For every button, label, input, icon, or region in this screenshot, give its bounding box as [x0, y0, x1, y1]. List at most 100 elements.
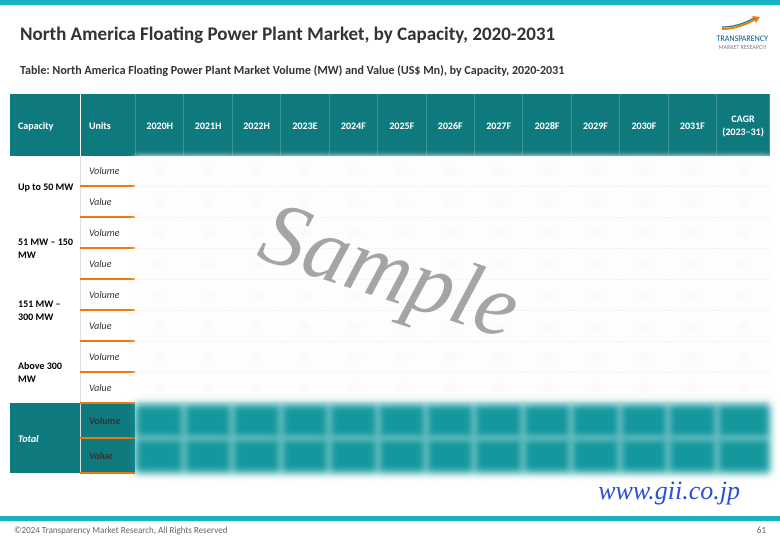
total-data-cell	[474, 438, 522, 473]
data-cell: —	[135, 341, 183, 372]
col-2029f: 2029F	[571, 94, 619, 156]
total-data-cell	[135, 438, 183, 473]
capacity-cell: Up to 50 MW	[10, 156, 80, 217]
total-data-cell	[523, 403, 571, 438]
table-row: Value—————————————	[10, 372, 770, 403]
data-cell: —	[571, 341, 619, 372]
data-cell: —	[135, 279, 183, 310]
data-cell: —	[717, 186, 770, 217]
data-cell: —	[620, 310, 668, 341]
total-data-cell	[135, 403, 183, 438]
unit-cell: Value	[80, 372, 135, 403]
data-cell: —	[232, 279, 280, 310]
data-cell: —	[281, 279, 329, 310]
data-cell: —	[378, 279, 426, 310]
total-data-cell	[717, 403, 770, 438]
data-cell: —	[523, 186, 571, 217]
unit-cell: Value	[80, 248, 135, 279]
col-capacity: Capacity	[10, 94, 80, 156]
total-row: Value	[10, 438, 770, 473]
data-cell: —	[135, 217, 183, 248]
table-row: Value—————————————	[10, 248, 770, 279]
data-cell: —	[329, 248, 377, 279]
data-cell: —	[426, 217, 474, 248]
data-cell: —	[668, 217, 716, 248]
total-data-cell	[426, 403, 474, 438]
data-cell: —	[717, 341, 770, 372]
data-cell: —	[571, 186, 619, 217]
data-cell: —	[281, 217, 329, 248]
data-cell: —	[523, 341, 571, 372]
col-cagr: CAGR (2023–31)	[717, 94, 770, 156]
data-cell: —	[474, 341, 522, 372]
data-cell: —	[620, 372, 668, 403]
total-data-cell	[717, 438, 770, 473]
data-cell: —	[184, 248, 232, 279]
data-cell: —	[717, 310, 770, 341]
total-data-cell	[329, 403, 377, 438]
data-cell: —	[135, 156, 183, 186]
table-body: Up to 50 MWVolume—————————————Value—————…	[10, 156, 770, 403]
data-cell: —	[571, 310, 619, 341]
header: TRANSPARENCY MARKET RESEARCH North Ameri…	[0, 5, 780, 94]
total-data-cell	[184, 438, 232, 473]
data-cell: —	[717, 217, 770, 248]
data-cell: —	[184, 372, 232, 403]
data-cell: —	[378, 341, 426, 372]
total-row: TotalVolume	[10, 403, 770, 438]
page-title: North America Floating Power Plant Marke…	[20, 23, 760, 46]
data-cell: —	[281, 372, 329, 403]
col-2024f: 2024F	[329, 94, 377, 156]
capacity-cell: 151 MW – 300 MW	[10, 279, 80, 341]
total-data-cell	[378, 438, 426, 473]
data-cell: —	[523, 217, 571, 248]
data-cell: —	[232, 217, 280, 248]
total-data-cell	[281, 438, 329, 473]
data-cell: —	[135, 372, 183, 403]
data-cell: —	[281, 156, 329, 186]
capacity-cell: Above 300 MW	[10, 341, 80, 403]
data-cell: —	[523, 310, 571, 341]
data-cell: —	[717, 279, 770, 310]
total-data-cell	[668, 438, 716, 473]
data-cell: —	[281, 341, 329, 372]
data-cell: —	[378, 156, 426, 186]
data-cell: —	[329, 217, 377, 248]
total-data-cell	[426, 438, 474, 473]
data-cell: —	[378, 310, 426, 341]
data-cell: —	[184, 217, 232, 248]
data-cell: —	[571, 156, 619, 186]
unit-cell: Volume	[80, 217, 135, 248]
data-cell: —	[474, 279, 522, 310]
col-2030f: 2030F	[620, 94, 668, 156]
data-cell: —	[620, 186, 668, 217]
data-cell: —	[668, 279, 716, 310]
data-cell: —	[378, 248, 426, 279]
col-2028f: 2028F	[523, 94, 571, 156]
unit-cell: Volume	[80, 279, 135, 310]
capacity-cell: 51 MW – 150 MW	[10, 217, 80, 279]
data-cell: —	[184, 341, 232, 372]
data-cell: —	[668, 156, 716, 186]
col-2021h: 2021H	[184, 94, 232, 156]
data-cell: —	[426, 341, 474, 372]
data-cell: —	[329, 341, 377, 372]
data-cell: —	[523, 248, 571, 279]
data-cell: —	[620, 217, 668, 248]
brand-logo: TRANSPARENCY MARKET RESEARCH	[717, 13, 768, 50]
data-cell: —	[281, 310, 329, 341]
total-data-cell	[232, 438, 280, 473]
total-data-cell	[620, 438, 668, 473]
data-cell: —	[474, 248, 522, 279]
unit-cell: Value	[80, 310, 135, 341]
total-data-cell	[281, 403, 329, 438]
page-number: 61	[757, 525, 766, 536]
data-cell: —	[329, 186, 377, 217]
copyright-text: ©2024 Transparency Market Research, All …	[14, 525, 227, 536]
url-watermark: www.gii.co.jp	[598, 476, 740, 506]
data-cell: —	[135, 310, 183, 341]
col-2027f: 2027F	[474, 94, 522, 156]
total-data-cell	[378, 403, 426, 438]
total-data-cell	[668, 403, 716, 438]
table-row: Value—————————————	[10, 310, 770, 341]
